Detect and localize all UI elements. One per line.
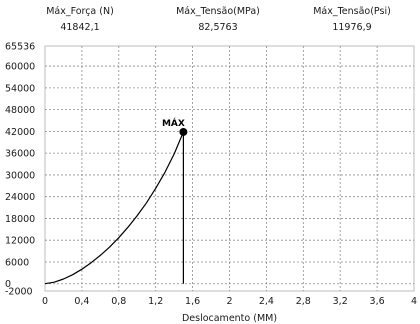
stat-max-force: Máx_Força (N) 41842,1 [20,6,140,34]
x-axis-label: Deslocamento (MM) [182,313,277,324]
stat-max-stress-mpa: Máx_Tensão(MPa) 82,5763 [158,6,278,34]
y-tick-label: 12000 [5,236,35,247]
y-tick-label: 30000 [5,170,35,181]
x-tick-label: 4 [411,296,417,307]
stat-max-stress-psi-value: 11976,9 [332,22,372,33]
y-tick-label: 6000 [5,257,29,268]
y-tick-label: 65536 [5,42,35,53]
y-tick-label: 0 [5,279,11,290]
x-tick-label: 3,2 [333,296,348,307]
x-tick-label: 1,6 [185,296,200,307]
max-point-marker [179,127,188,136]
x-tick-label: 2,8 [296,296,311,307]
y-tick-label: 24000 [5,192,35,203]
stat-max-stress-mpa-value: 82,5763 [198,22,238,33]
y-tick-label: 36000 [5,149,35,160]
x-tick-label: 2 [226,296,232,307]
stat-max-stress-psi-label: Máx_Tensão(Psi) [313,6,391,17]
stat-max-stress-mpa-label: Máx_Tensão(MPa) [176,6,260,17]
stat-max-force-label: Máx_Força (N) [46,6,114,17]
y-tick-label: 54000 [5,83,35,94]
x-tick-label: 0 [42,296,48,307]
y-tick-label: 18000 [5,214,35,225]
stat-max-stress-psi: Máx_Tensão(Psi) 11976,9 [292,6,412,34]
x-tick-label: 0,4 [74,296,89,307]
y-tick-label: -2000 [5,287,33,298]
stats-header: Máx_Força (N) 41842,1 Máx_Tensão(MPa) 82… [0,0,420,40]
max-point-label: MÁX [162,117,185,129]
stat-max-force-value: 41842,1 [60,22,100,33]
x-tick-label: 3,6 [370,296,385,307]
x-tick-label: 2,4 [259,296,274,307]
y-tick-label: 42000 [5,127,35,138]
x-tick-label: 0,8 [111,296,126,307]
force-curve [44,131,184,285]
x-tick-label: 1,2 [148,296,163,307]
y-tick-label: 48000 [5,105,35,116]
y-tick-label: 60000 [5,62,35,73]
